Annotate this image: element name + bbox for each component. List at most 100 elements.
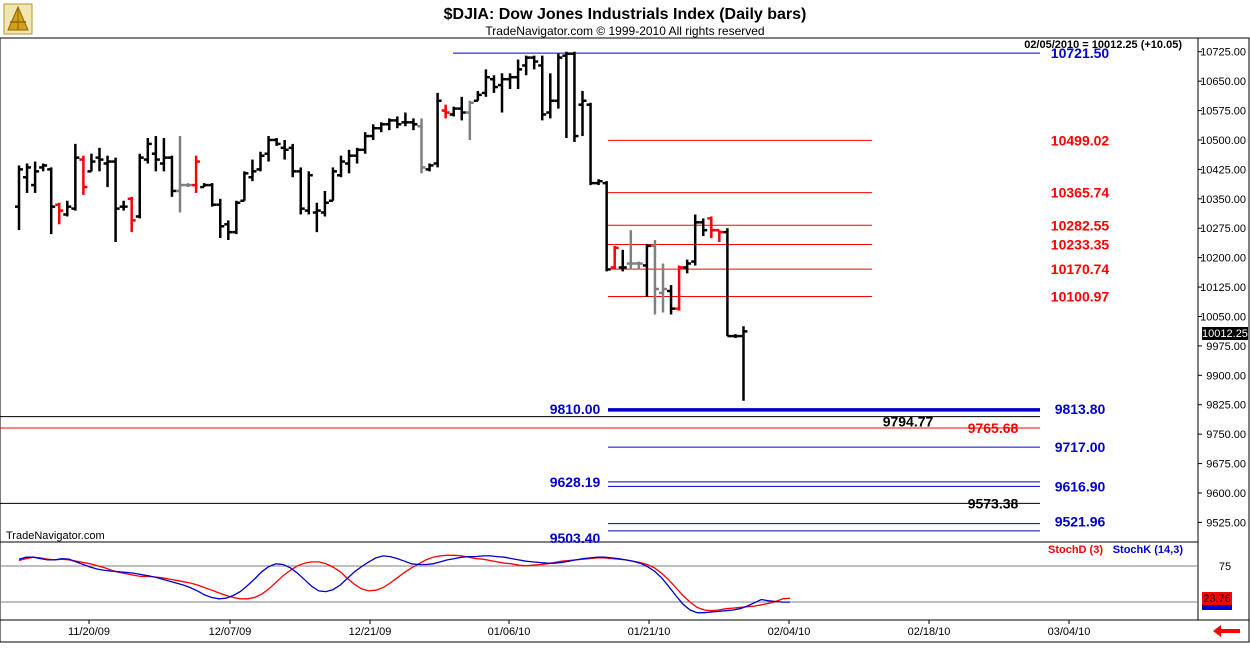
price-panel-frame [0,37,1199,543]
ohlc-bar [71,143,80,211]
oscillator-last-tag-box [1202,592,1232,605]
tradenavigator-logo-icon[interactable] [3,3,33,35]
level-label: 10365.74 [1051,185,1110,201]
ohlc-bar [176,136,184,213]
level-label: 9503.40 [550,530,601,546]
scroll-left-arrow-icon[interactable] [1213,625,1240,637]
level-label: 9616.90 [1055,478,1106,494]
ohlc-bar [296,167,305,215]
ohlc-bar [200,183,209,189]
ohlc-bar [498,73,506,113]
ohlc-bar [15,165,23,231]
ohlc-bar [377,122,386,133]
ohlc-bar [151,136,160,172]
ohlc-bar [546,73,555,119]
ohlc-bar [240,171,249,203]
oscillator-last-tag: 23.76 [1203,593,1231,605]
ohlc-bar [586,102,595,186]
x-tick-label: 02/04/10 [768,626,811,638]
ohlc-bar [272,138,281,146]
ohlc-bar [39,163,48,172]
ohlc-bar [304,171,313,215]
y-tick-label: 10350.00 [1200,194,1246,206]
level-label: 10499.02 [1051,132,1110,148]
level-label: 9810.00 [550,401,601,417]
y-tick-label: 10050.00 [1200,311,1246,323]
ohlc-bar [473,90,482,103]
y-tick-label: 10275.00 [1200,223,1246,235]
x-tick-label: 12/07/09 [209,626,252,638]
ohlc-bar [328,167,337,203]
level-label: 9521.96 [1055,514,1106,530]
ohlc-bar [288,143,297,178]
x-tick-label: 01/21/10 [628,626,671,638]
ohlc-bar [699,218,708,237]
ohlc-bar [683,259,692,274]
ohlc-bar [578,90,587,137]
ohlc-bar [489,75,498,93]
ohlc-bar [441,104,450,119]
ohlc-bar [618,249,627,272]
chart-subtitle: TradeNavigator.com © 1999-2010 All right… [485,24,764,38]
ohlc-bar [353,147,362,164]
level-label: 9813.80 [1055,401,1106,417]
watermark: TradeNavigator.com [6,530,105,542]
ohlc-bar [345,149,354,174]
x-tick-label: 01/06/10 [488,626,531,638]
last-price-tag: 10012.25 [1202,328,1248,340]
ohlc-bar [739,326,748,401]
ohlc-bar [87,153,96,173]
ohlc-bar [626,230,635,270]
ohlc-bar [594,179,603,186]
level-label: 9717.00 [1055,439,1106,455]
ohlc-bar [465,100,474,140]
level-label: 9628.19 [550,474,601,490]
ohlc-bar [642,243,651,297]
ohlc-bar [369,124,378,140]
ohlc-bar [433,92,442,168]
y-tick-label: 9525.00 [1206,517,1246,529]
ohlc-bar [184,183,193,188]
ohlc-bar [256,151,265,172]
y-tick-label: 9600.00 [1206,488,1246,500]
ohlc-bar [481,69,490,97]
ohlc-bar [95,147,104,172]
x-tick-label: 12/21/09 [349,626,392,638]
level-label: 10721.50 [1051,45,1110,61]
ohlc-bar [731,334,740,339]
ohlc-bar [119,200,128,211]
ohlc-bar [248,159,257,182]
ohlc-bar [312,202,321,233]
ohlc-bar [216,198,225,239]
x-tick-label: 03/04/10 [1048,626,1091,638]
x-tick-label: 11/20/09 [68,626,110,638]
ohlc-bar [562,51,571,139]
ohlc-bar [449,106,458,117]
ohlc-bar [457,96,466,121]
ohlc-bar [47,167,56,235]
stochd-legend: StochD (3) [1048,544,1103,556]
ohlc-bar [208,183,217,207]
ohlc-bar [385,118,394,131]
ohlc-bar [280,139,289,160]
y-tick-label: 10425.00 [1200,164,1246,176]
ohlc-bar [224,220,233,240]
ohlc-bar [650,239,659,315]
ohlc-bar [417,118,426,174]
ohlc-bar [135,153,144,219]
ohlc-bar [167,155,176,197]
y-tick-label: 10200.00 [1200,253,1246,265]
y-tick-label: 10575.00 [1200,106,1246,118]
y-tick-label: 9825.00 [1206,400,1246,412]
ohlc-bar [522,55,531,76]
level-label: 10233.35 [1051,237,1110,253]
ohlc-bar [570,51,579,142]
ohlc-bar [409,118,418,131]
date-axis-frame [0,619,1250,643]
ohlc-bar [691,214,700,266]
y-tick-label: 9975.00 [1206,341,1246,353]
last-price-tag-box [1202,327,1248,340]
ohlc-bar [554,53,563,109]
